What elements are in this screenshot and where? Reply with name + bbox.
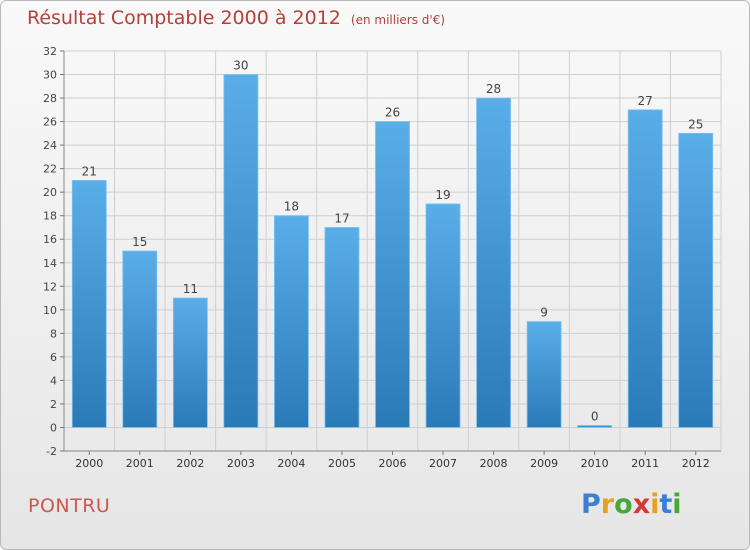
data-label: 11 bbox=[183, 282, 198, 296]
bar bbox=[526, 321, 562, 428]
y-tick-label: 6 bbox=[50, 351, 57, 364]
x-tick-label: 2005 bbox=[328, 457, 356, 470]
x-tick-label: 2011 bbox=[631, 457, 659, 470]
bar bbox=[627, 109, 663, 428]
y-tick-label: 16 bbox=[43, 233, 57, 246]
data-label: 27 bbox=[638, 94, 653, 108]
bar bbox=[71, 180, 107, 428]
data-label: 18 bbox=[284, 200, 299, 214]
y-tick-label: 20 bbox=[43, 186, 57, 199]
bar bbox=[223, 74, 259, 428]
data-label: 21 bbox=[82, 164, 97, 178]
chart-unit: (en milliers d'€) bbox=[350, 13, 446, 27]
data-label: 25 bbox=[688, 117, 703, 131]
y-tick-label: 24 bbox=[43, 139, 57, 152]
data-label: 17 bbox=[334, 211, 349, 225]
y-tick-label: 22 bbox=[43, 163, 57, 176]
bar bbox=[324, 227, 360, 428]
bar bbox=[375, 121, 410, 428]
logo-letter: r bbox=[600, 489, 615, 520]
y-tick-label: 4 bbox=[50, 374, 57, 387]
y-tick-label: 26 bbox=[43, 116, 57, 129]
logo-letter: x bbox=[632, 489, 651, 520]
y-tick-label: 2 bbox=[50, 398, 57, 411]
x-tick-label: 2010 bbox=[581, 457, 609, 470]
x-tick-label: 2009 bbox=[530, 457, 558, 470]
chart-title-block: Résultat Comptable 2000 à 2012 (en millie… bbox=[27, 7, 445, 29]
x-tick-label: 2002 bbox=[176, 457, 204, 470]
x-tick-label: 2000 bbox=[75, 457, 103, 470]
x-tick-label: 2001 bbox=[126, 457, 154, 470]
data-label: 15 bbox=[132, 235, 147, 249]
data-label: 28 bbox=[486, 82, 501, 96]
x-tick-label: 2006 bbox=[379, 457, 407, 470]
bar bbox=[577, 425, 613, 428]
bar bbox=[425, 203, 461, 428]
y-tick-label: 32 bbox=[43, 45, 57, 58]
y-tick-label: 28 bbox=[43, 92, 57, 105]
y-tick-label: 10 bbox=[43, 304, 57, 317]
bar bbox=[122, 250, 158, 428]
y-tick-label: 8 bbox=[50, 327, 57, 340]
y-tick-label: -2 bbox=[46, 445, 57, 458]
x-tick-label: 2012 bbox=[682, 457, 710, 470]
logo-letter: P bbox=[581, 489, 601, 520]
bar bbox=[678, 132, 714, 428]
data-label: 0 bbox=[591, 409, 599, 423]
chart-title: Résultat Comptable 2000 à 2012 bbox=[27, 7, 341, 29]
proxiti-logo: Proxiti bbox=[581, 489, 682, 520]
bar bbox=[476, 97, 511, 428]
y-tick-label: 14 bbox=[43, 257, 57, 270]
data-label: 9 bbox=[540, 306, 548, 320]
x-tick-label: 2004 bbox=[277, 457, 305, 470]
x-tick-label: 2008 bbox=[480, 457, 508, 470]
logo-letter: i bbox=[650, 489, 660, 520]
logo-letter: t bbox=[659, 489, 673, 520]
commune-name: PONTRU bbox=[28, 495, 111, 517]
logo-letter: o bbox=[614, 489, 633, 520]
y-tick-label: 18 bbox=[43, 210, 57, 223]
logo-letter: i bbox=[672, 489, 682, 520]
y-tick-label: 0 bbox=[50, 421, 57, 434]
x-tick-label: 2007 bbox=[429, 457, 457, 470]
bar bbox=[274, 215, 309, 428]
data-label: 19 bbox=[435, 188, 450, 202]
data-labels: 21 15 11 30 18 17 26 19 28 9 0 27 25 bbox=[82, 59, 704, 424]
y-tick-label: 12 bbox=[43, 280, 57, 293]
y-tick-label: 30 bbox=[43, 69, 57, 82]
x-tick-label: 2003 bbox=[227, 457, 255, 470]
bars bbox=[71, 74, 714, 428]
bar bbox=[172, 297, 208, 428]
data-label: 30 bbox=[233, 59, 248, 73]
data-label: 26 bbox=[385, 106, 400, 120]
